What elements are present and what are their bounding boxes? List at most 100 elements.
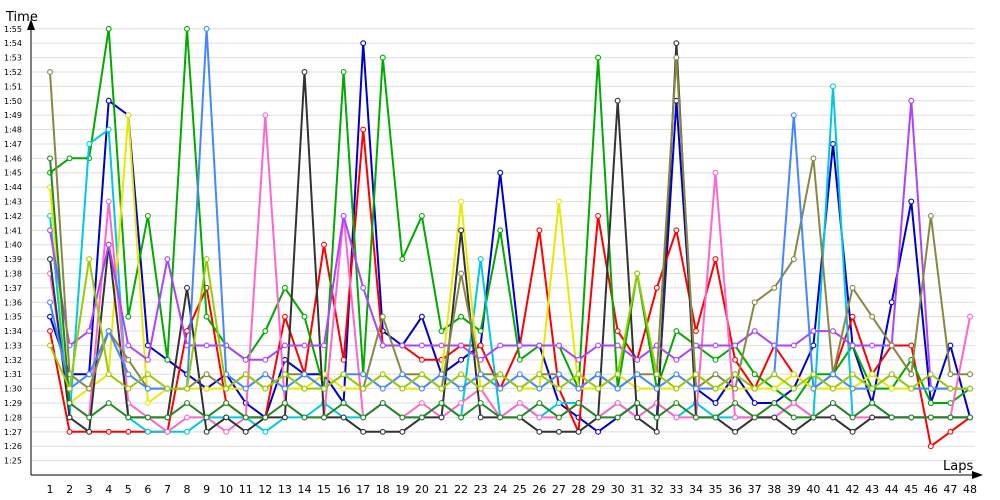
- data-point: [849, 342, 856, 349]
- data-point: [418, 342, 425, 349]
- data-point: [281, 356, 288, 363]
- data-point: [281, 371, 288, 378]
- data-point: [947, 385, 954, 392]
- data-point: [790, 400, 797, 406]
- y-tick-label: 1:25: [4, 457, 22, 466]
- data-point: [810, 385, 817, 392]
- data-point: [262, 328, 269, 335]
- y-tick-label: 1:41: [4, 226, 22, 235]
- data-point: [125, 112, 132, 119]
- data-point: [399, 385, 406, 392]
- x-tick-label: 48: [963, 483, 977, 496]
- data-point: [516, 342, 523, 349]
- data-point: [614, 342, 621, 349]
- data-point: [712, 385, 719, 392]
- x-tick-label: 37: [748, 483, 762, 496]
- data-point: [184, 385, 190, 392]
- data-point: [223, 428, 230, 435]
- data-point: [301, 414, 308, 421]
- data-point: [105, 25, 112, 32]
- data-point: [732, 414, 739, 421]
- data-point: [418, 371, 425, 378]
- data-point: [516, 371, 523, 378]
- data-point: [536, 414, 543, 421]
- data-point: [360, 385, 367, 392]
- data-point: [203, 371, 210, 378]
- data-point: [908, 371, 915, 378]
- data-point: [614, 328, 621, 335]
- data-point: [164, 414, 171, 421]
- data-point: [614, 385, 621, 392]
- data-point: [203, 414, 210, 421]
- x-tick-label: 18: [376, 483, 390, 496]
- data-point: [751, 328, 758, 335]
- data-point: [125, 371, 132, 378]
- data-point: [223, 414, 230, 421]
- data-point: [47, 313, 53, 320]
- data-point: [458, 313, 465, 320]
- x-tick-label: 11: [239, 483, 253, 496]
- data-point: [595, 414, 602, 421]
- data-point: [830, 328, 836, 335]
- data-point: [712, 371, 719, 378]
- data-point: [497, 227, 504, 234]
- data-point: [849, 313, 856, 320]
- y-tick-label: 1:40: [4, 241, 22, 250]
- x-tick-label: 8: [184, 483, 191, 496]
- y-axis-arrow: [27, 19, 35, 30]
- data-point: [751, 371, 758, 378]
- y-axis-title: Time: [5, 10, 38, 25]
- data-point: [125, 428, 132, 435]
- data-point: [418, 356, 425, 363]
- data-point: [810, 342, 817, 349]
- data-point: [281, 400, 288, 406]
- data-point: [634, 414, 641, 421]
- data-point: [614, 97, 621, 104]
- data-point: [281, 342, 288, 349]
- data-point: [438, 400, 445, 406]
- y-tick-label: 1:38: [4, 269, 22, 278]
- data-point: [947, 428, 954, 435]
- x-tick-label: 44: [885, 483, 899, 496]
- data-point: [693, 414, 699, 421]
- data-point: [164, 256, 171, 263]
- data-point: [105, 241, 112, 248]
- data-point: [47, 299, 53, 306]
- data-point: [458, 198, 465, 205]
- data-point: [321, 385, 327, 392]
- y-tick-label: 1:52: [4, 68, 22, 77]
- data-point: [634, 270, 641, 277]
- data-point: [203, 256, 210, 263]
- data-point: [732, 428, 739, 435]
- data-point: [105, 400, 112, 406]
- data-point: [693, 371, 699, 378]
- y-tick-label: 1:48: [4, 126, 22, 135]
- x-tick-label: 26: [532, 483, 546, 496]
- y-tick-label: 1:35: [4, 313, 22, 322]
- data-point: [732, 356, 739, 363]
- data-point: [203, 342, 210, 349]
- data-point: [144, 212, 151, 219]
- x-tick-label: 1: [47, 483, 54, 496]
- data-point: [458, 371, 465, 378]
- x-tick-label: 42: [846, 483, 860, 496]
- data-point: [732, 342, 739, 349]
- data-point: [301, 342, 308, 349]
- y-tick-label: 1:45: [4, 169, 22, 178]
- data-point: [555, 428, 562, 435]
- data-point: [516, 356, 523, 363]
- y-tick-label: 1:43: [4, 198, 22, 207]
- data-point: [125, 385, 132, 392]
- x-tick-label: 3: [86, 483, 93, 496]
- x-axis-title: Laps: [943, 459, 973, 474]
- data-point: [86, 385, 93, 392]
- y-tick-label: 1:49: [4, 111, 22, 120]
- data-point: [379, 428, 386, 435]
- x-tick-label: 12: [258, 483, 272, 496]
- x-tick-label: 2: [66, 483, 73, 496]
- data-point: [693, 385, 699, 392]
- data-point: [399, 342, 406, 349]
- data-point: [673, 414, 680, 421]
- data-point: [927, 414, 934, 421]
- data-point: [771, 284, 778, 291]
